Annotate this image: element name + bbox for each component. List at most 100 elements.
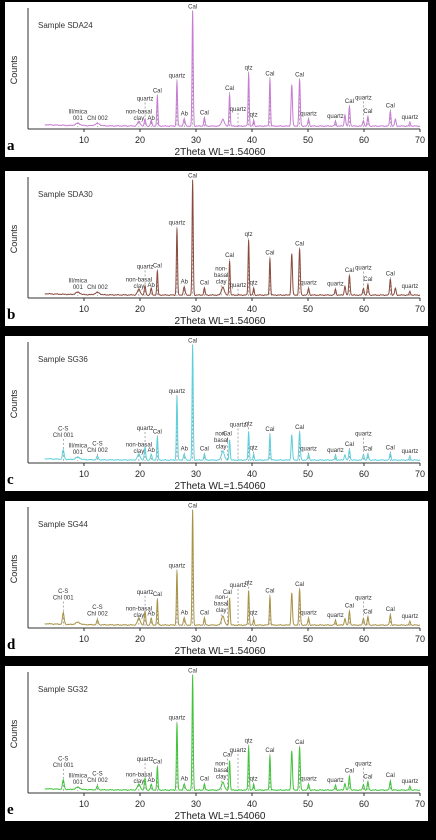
peak-label: Chl 002 (87, 778, 108, 784)
peak-label: quartz (230, 107, 247, 113)
peak-label: Chl 001 (53, 596, 74, 602)
peak-label: Ab (181, 112, 189, 118)
peak-label: qtz (245, 421, 253, 427)
panel-letter: b (7, 307, 16, 323)
x-tick-label: 40 (247, 304, 257, 314)
x-tick-label: 30 (191, 634, 201, 644)
peak-label: Ab (181, 279, 189, 285)
peak-label: quartz (355, 762, 372, 768)
peak-label: Cal (200, 281, 209, 287)
x-axis-label: 2Theta WL=1.54060 (175, 811, 266, 821)
peak-label: clay (216, 444, 227, 450)
x-tick-label: 60 (359, 469, 369, 479)
xrd-chart-svg: 10 20 30 40 50 60 70 2Theta WL=1.54060 Counts Sam… (9, 174, 425, 326)
peak-label: quartz (137, 426, 154, 432)
peak-label: quartz (327, 282, 344, 288)
x-tick-label: 60 (359, 634, 369, 644)
x-tick-label: 40 (247, 634, 257, 644)
peak-label: Cal (386, 446, 395, 452)
xrd-panel-e: 10 20 30 40 50 60 70 2Theta WL=1.54060 Counts Sam… (5, 666, 428, 821)
x-tick-label: 70 (415, 135, 425, 145)
peak-label: quartz (355, 596, 372, 602)
peak-label: Cal (200, 447, 209, 453)
xrd-chart-svg: 10 20 30 40 50 60 70 2Theta WL=1.54060 Counts Sam… (9, 339, 425, 491)
x-axis-label: 2Theta WL=1.54060 (175, 481, 266, 491)
x-tick-label: 50 (303, 469, 313, 479)
x-tick-label: 60 (359, 135, 369, 145)
peak-label: quartz (327, 114, 344, 120)
peak-label: C-S (92, 441, 102, 447)
peak-label: qtz (245, 232, 253, 238)
peak-label: non- (215, 595, 227, 601)
xrd-series-line (44, 345, 421, 462)
peak-label: clay (216, 279, 227, 285)
peak-label: non- (215, 266, 227, 272)
peak-label: 001 (73, 285, 84, 291)
x-tick-label: 30 (191, 135, 201, 145)
peak-label: qtz (250, 113, 258, 119)
peak-label: Cal (188, 174, 197, 180)
x-tick-label: 50 (303, 135, 313, 145)
peak-label: Cal (363, 277, 372, 283)
peak-label: qtz (250, 777, 258, 783)
peak-label: quartz (230, 583, 247, 589)
peak-label: Cal (223, 590, 232, 596)
peak-label: Cal (188, 339, 197, 345)
peak-label: Cal (345, 604, 354, 610)
peak-label: quartz (230, 283, 247, 289)
peak-label: Cal (153, 592, 162, 598)
peak-label: Cal (345, 769, 354, 775)
x-tick-label: 40 (247, 799, 257, 809)
peak-label: Cal (295, 740, 304, 746)
peak-label: C-S (58, 756, 68, 762)
peak-label: Cal (200, 611, 209, 617)
x-tick-label: 60 (359, 799, 369, 809)
x-tick-label: 20 (135, 304, 145, 314)
peak-label: C-S (92, 771, 102, 777)
peak-label: quartz (327, 613, 344, 619)
x-tick-label: 70 (415, 469, 425, 479)
peak-label: quartz (137, 97, 154, 103)
x-tick-label: 10 (79, 304, 89, 314)
peak-label: Cal (295, 241, 304, 247)
panel-letter: a (7, 138, 15, 154)
peak-label: Cal (153, 263, 162, 269)
peak-label: clay (134, 779, 145, 785)
x-tick-label: 30 (191, 304, 201, 314)
peak-label: quartz (300, 611, 317, 617)
xrd-panel-c: 10 20 30 40 50 60 70 2Theta WL=1.54060 Counts Sam… (5, 336, 428, 491)
peak-label: Ab (148, 778, 156, 784)
xrd-panel-b: 10 20 30 40 50 60 70 2Theta WL=1.54060 Counts Sam… (5, 171, 428, 326)
peak-label: Ill/mica (69, 444, 88, 450)
x-tick-label: 50 (303, 799, 313, 809)
x-tick-label: 70 (415, 634, 425, 644)
peak-label: 001 (73, 780, 84, 786)
peak-label: basal (214, 768, 228, 774)
peak-label: quartz (169, 716, 186, 722)
y-axis-label: Counts (9, 389, 19, 418)
x-tick-label: 30 (191, 799, 201, 809)
xrd-chart-svg: 10 20 30 40 50 60 70 2Theta WL=1.54060 Counts Sam… (9, 669, 425, 821)
peak-label: quartz (137, 264, 154, 270)
peak-label: quartz (402, 779, 419, 785)
x-tick-label: 40 (247, 135, 257, 145)
peak-label: Chl 001 (53, 763, 74, 769)
xrd-series-line (44, 675, 421, 792)
x-tick-label: 10 (79, 469, 89, 479)
peak-label: quartz (300, 281, 317, 287)
peak-label: clay (134, 449, 145, 455)
peak-label: qtz (245, 581, 253, 587)
x-tick-label: 50 (303, 634, 313, 644)
peak-label: Cal (188, 5, 197, 11)
x-tick-label: 70 (415, 799, 425, 809)
sample-label: Sample SDA24 (38, 21, 93, 30)
peak-label: basal (214, 273, 228, 279)
peak-label: 001 (73, 116, 84, 122)
y-axis-label: Counts (9, 719, 19, 748)
peak-label: Ill/mica (69, 110, 88, 116)
x-tick-label: 20 (135, 469, 145, 479)
peak-label: clay (216, 608, 227, 614)
peak-label: Cal (295, 425, 304, 431)
peak-label: Cal (386, 773, 395, 779)
xrd-series-line (44, 11, 421, 128)
